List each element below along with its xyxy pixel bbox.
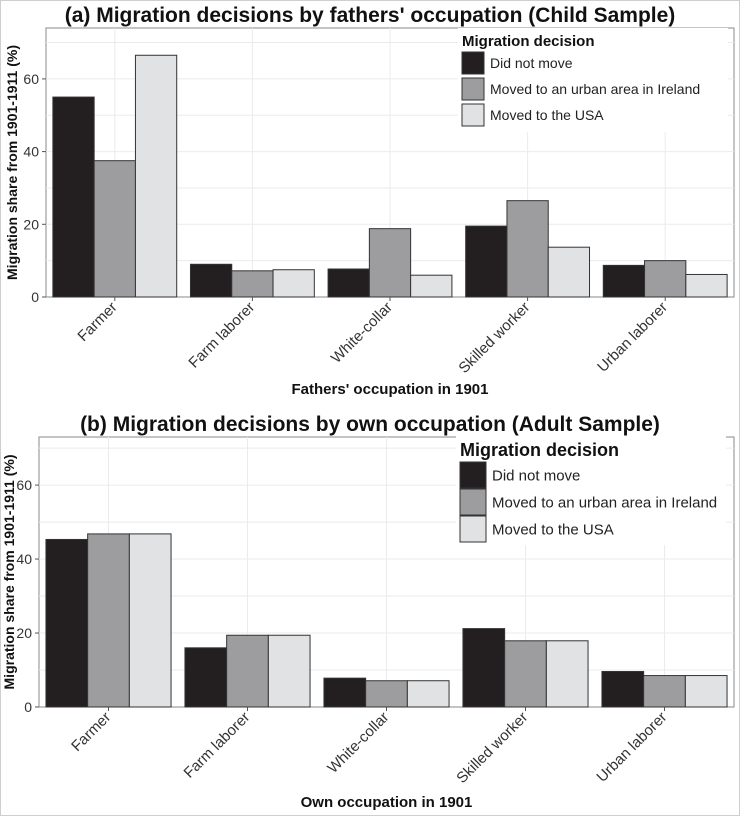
y-tick-label: 60 — [16, 477, 32, 493]
bar-urban-laborer-series-1 — [601, 670, 645, 708]
x-axis-label: Fathers' occupation in 1901 — [292, 381, 489, 398]
chart-a: (a) Migration decisions by fathers' occu… — [4, 4, 735, 398]
y-tick-label: 0 — [31, 289, 39, 305]
legend-label-3: Moved to the USA — [492, 521, 614, 538]
bar-skilled-worker-series-1 — [465, 225, 508, 298]
x-tick-label: Urban laborer — [593, 709, 670, 786]
y-tick-label: 20 — [23, 216, 39, 232]
bar-urban-laborer-series-3 — [684, 675, 728, 708]
bar-farmer-series-2 — [87, 533, 130, 708]
legend-label-3: Moved to the USA — [490, 107, 604, 123]
bar-farmer-series-1 — [52, 96, 95, 298]
x-tick-label: Farm laborer — [185, 299, 258, 372]
bar-white-collar-series-1 — [323, 677, 367, 708]
bar-white-collar-series-3 — [410, 274, 453, 298]
bar-white-collar-series-1 — [327, 268, 370, 298]
y-axis-label: Migration share from 1901-1911 (%) — [4, 45, 20, 280]
bar-urban-laborer-series-2 — [644, 260, 687, 298]
y-tick-label: 20 — [16, 625, 32, 641]
bar-farm-laborer-series-2 — [231, 270, 274, 298]
bar-farm-laborer-series-1 — [189, 263, 233, 298]
bar-farmer-series-3 — [128, 533, 172, 708]
bar-farm-laborer-series-1 — [184, 647, 228, 708]
x-tick-label: Farm laborer — [181, 709, 254, 782]
bar-urban-laborer-series-3 — [685, 273, 728, 298]
y-tick-label: 40 — [16, 551, 32, 567]
x-tick-label: Skilled worker — [453, 709, 531, 787]
y-tick-label: 60 — [23, 71, 39, 87]
y-tick-label: 40 — [23, 144, 39, 160]
bar-white-collar-series-2 — [368, 228, 412, 298]
legend-label-1: Did not move — [490, 55, 573, 71]
legend-key-2 — [459, 488, 487, 516]
x-tick-label: Urban laborer — [594, 299, 671, 376]
x-tick-label: Skilled worker — [455, 299, 533, 377]
bar-white-collar-series-2 — [365, 680, 408, 708]
bar-farmer-series-3 — [134, 54, 178, 298]
x-axis-label: Own occupation in 1901 — [301, 794, 473, 811]
bar-urban-laborer-series-1 — [602, 264, 646, 298]
legend-background — [458, 28, 728, 132]
chart-title: (a) Migration decisions by fathers' occu… — [65, 4, 676, 27]
bar-farmer-series-1 — [45, 538, 89, 708]
bar-farm-laborer-series-3 — [272, 269, 315, 298]
bar-farm-laborer-series-3 — [267, 634, 311, 708]
chart-b: (b) Migration decisions by own occupatio… — [1, 413, 735, 811]
legend-background — [456, 436, 726, 545]
legend-key-1 — [459, 461, 487, 489]
legend: Migration decision Did not move Moved to a… — [458, 28, 728, 132]
bar-skilled-worker-series-1 — [462, 628, 506, 708]
bar-white-collar-series-3 — [406, 680, 450, 708]
bar-skilled-worker-series-3 — [547, 246, 591, 298]
legend-label-1: Did not move — [492, 467, 580, 484]
legend-label-2: Moved to an urban area in Ireland — [490, 81, 700, 97]
bar-urban-laborer-series-2 — [643, 675, 686, 708]
legend: Migration decision Did not move Moved to a… — [456, 436, 726, 545]
x-tick-label: Farmer — [68, 709, 114, 755]
bar-skilled-worker-series-3 — [545, 640, 589, 708]
x-tick-label: White-collar — [324, 709, 392, 777]
legend-key-3 — [459, 515, 487, 543]
legend-label-2: Moved to an urban area in Ireland — [492, 494, 717, 511]
y-axis-label: Migration share from 1901-1911 (%) — [1, 455, 17, 690]
x-tick-label: White-collar — [328, 299, 396, 367]
legend-title: Migration decision — [462, 33, 595, 50]
bar-skilled-worker-series-2 — [504, 640, 547, 708]
chart-title: (b) Migration decisions by own occupatio… — [80, 413, 660, 436]
x-tick-label: Farmer — [74, 299, 120, 345]
legend-key-1 — [461, 51, 485, 75]
y-tick-label: 0 — [24, 699, 32, 715]
bar-farm-laborer-series-2 — [226, 634, 269, 708]
legend-key-3 — [461, 103, 485, 127]
bar-farmer-series-2 — [93, 160, 136, 298]
bar-skilled-worker-series-2 — [506, 200, 549, 298]
legend-title: Migration decision — [460, 440, 619, 460]
legend-key-2 — [461, 77, 485, 101]
